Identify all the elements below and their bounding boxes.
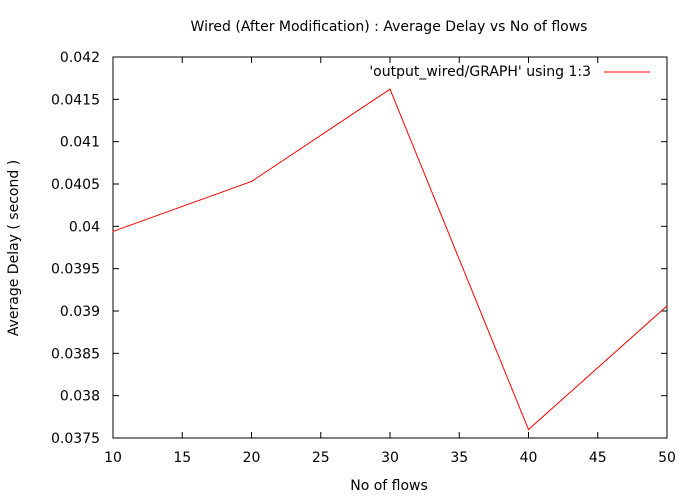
x-tick-label: 30: [381, 450, 399, 466]
data-point: [389, 88, 391, 90]
x-tick-label: 35: [450, 450, 468, 466]
y-tick-label: 0.0415: [51, 92, 100, 108]
x-tick-label: 45: [589, 450, 607, 466]
x-tick-label: 50: [658, 450, 676, 466]
y-tick-label: 0.039: [60, 304, 100, 320]
y-tick-label: 0.0395: [51, 262, 100, 278]
y-tick-label: 0.0375: [51, 431, 100, 447]
plot-border: [112, 56, 668, 439]
legend: 'output_wired/GRAPH' using 1:3: [369, 64, 650, 80]
plot-area: [112, 88, 668, 431]
x-tick-label: 15: [173, 450, 191, 466]
chart-title: Wired (After Modification) : Average Del…: [191, 19, 588, 35]
axes: 10 15 20 25 30 35 40 45 50 0.0375 0.038 0.0385 0.039…: [51, 50, 676, 466]
x-tick-label: 20: [243, 450, 261, 466]
x-tick-label: 40: [520, 450, 538, 466]
series-line: [112, 88, 668, 431]
x-tick-label: 25: [312, 450, 330, 466]
y-tick-label: 0.038: [60, 389, 100, 405]
y-tick-label: 0.0385: [51, 346, 100, 362]
y-tick-label: 0.0405: [51, 177, 100, 193]
x-axis-label: No of flows: [350, 478, 428, 494]
x-tick-label: 10: [104, 450, 122, 466]
y-tick-label: 0.041: [60, 135, 100, 151]
data-point: [527, 428, 530, 431]
legend-label: 'output_wired/GRAPH' using 1:3: [369, 64, 591, 80]
y-tick-label: 0.042: [60, 50, 100, 66]
data-point: [666, 305, 668, 307]
data-point: [250, 180, 253, 183]
data-point: [112, 230, 114, 233]
y-axis-label: Average Delay ( second ): [6, 160, 22, 336]
y-tick-label: 0.04: [69, 219, 100, 235]
